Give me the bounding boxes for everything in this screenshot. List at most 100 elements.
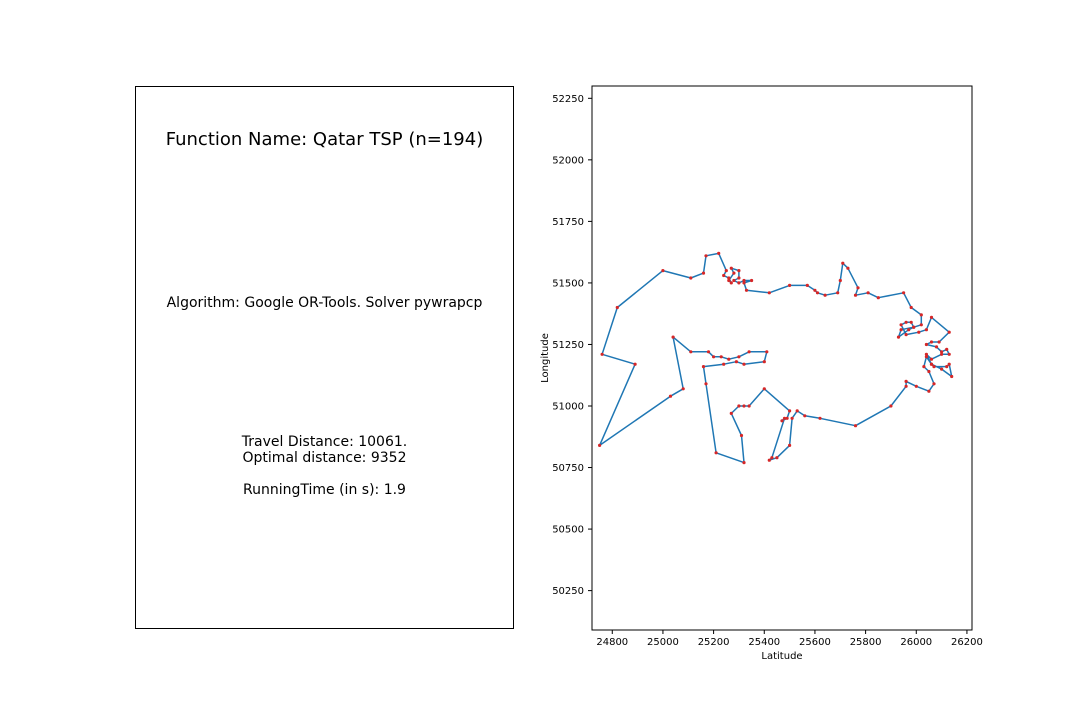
city-point bbox=[671, 335, 675, 339]
x-tick-label: 24800 bbox=[596, 637, 628, 648]
city-point bbox=[907, 328, 911, 332]
city-point bbox=[788, 409, 792, 413]
x-axis-label: Latitude bbox=[761, 651, 802, 662]
city-point bbox=[729, 281, 733, 285]
city-point bbox=[775, 456, 779, 460]
y-tick-label: 50250 bbox=[552, 586, 584, 597]
function-name-title: Function Name: Qatar TSP (n=194) bbox=[165, 129, 484, 150]
city-point bbox=[747, 404, 751, 408]
city-point bbox=[876, 296, 880, 300]
city-point bbox=[767, 291, 771, 295]
city-point bbox=[681, 387, 685, 391]
city-point bbox=[734, 360, 739, 364]
city-point bbox=[706, 350, 711, 354]
city-point bbox=[919, 323, 923, 327]
city-point bbox=[909, 305, 913, 310]
city-point bbox=[737, 269, 741, 273]
city-point bbox=[714, 451, 718, 455]
city-point bbox=[633, 362, 637, 366]
city-point bbox=[790, 416, 794, 420]
city-point bbox=[770, 456, 774, 460]
city-point bbox=[889, 404, 893, 408]
city-point bbox=[668, 394, 673, 398]
city-point bbox=[904, 379, 908, 383]
y-axis-label: Longitude bbox=[540, 333, 551, 383]
algorithm-label: Algorithm: Google OR-Tools. Solver pywra… bbox=[166, 295, 483, 311]
city-point bbox=[924, 328, 929, 332]
city-point bbox=[742, 281, 746, 285]
city-point bbox=[929, 340, 934, 344]
x-tick-label: 25600 bbox=[799, 637, 831, 648]
city-point bbox=[704, 382, 708, 386]
y-tick-label: 52250 bbox=[552, 94, 584, 105]
city-point bbox=[722, 273, 726, 278]
city-point bbox=[729, 411, 733, 415]
y-tick-label: 51750 bbox=[552, 217, 584, 228]
y-tick-label: 52000 bbox=[552, 155, 584, 166]
city-point bbox=[737, 404, 741, 408]
city-point bbox=[742, 461, 746, 465]
city-point bbox=[924, 352, 929, 356]
travel-distance-label: Travel Distance: 10061. bbox=[241, 434, 408, 450]
city-point bbox=[788, 443, 792, 447]
city-point bbox=[732, 278, 736, 283]
city-point bbox=[927, 389, 931, 393]
city-point bbox=[815, 291, 820, 295]
y-tick-label: 51250 bbox=[552, 340, 584, 351]
x-tick-label: 25000 bbox=[647, 637, 679, 648]
city-point bbox=[947, 352, 951, 356]
city-point bbox=[940, 350, 944, 354]
city-point bbox=[737, 281, 741, 285]
city-point bbox=[744, 288, 749, 292]
city-point bbox=[937, 340, 941, 344]
city-point bbox=[750, 278, 754, 283]
city-point bbox=[818, 416, 822, 420]
city-point bbox=[598, 443, 602, 447]
city-point bbox=[739, 433, 744, 438]
city-point bbox=[853, 424, 858, 428]
city-point bbox=[785, 416, 789, 420]
city-point bbox=[737, 355, 741, 359]
city-point bbox=[689, 350, 693, 354]
optimal-distance-label: Optimal distance: 9352 bbox=[242, 450, 407, 466]
city-point bbox=[912, 325, 916, 329]
info-panel: Function Name: Qatar TSP (n=194) Algorit… bbox=[135, 86, 514, 629]
city-point bbox=[899, 323, 903, 327]
city-point bbox=[704, 254, 708, 258]
city-point bbox=[947, 362, 951, 366]
city-point bbox=[896, 335, 901, 339]
city-point bbox=[947, 330, 951, 334]
city-point bbox=[717, 251, 721, 255]
city-point bbox=[727, 276, 731, 280]
city-point bbox=[904, 384, 908, 388]
city-point bbox=[615, 305, 619, 310]
city-point bbox=[737, 276, 741, 280]
city-point bbox=[929, 357, 934, 361]
y-tick-label: 51000 bbox=[552, 402, 584, 413]
city-point bbox=[788, 283, 792, 287]
city-point bbox=[929, 362, 934, 366]
city-point bbox=[945, 347, 949, 351]
city-point bbox=[927, 369, 931, 374]
city-point bbox=[742, 278, 746, 283]
x-tick-label: 25400 bbox=[748, 637, 780, 648]
city-point bbox=[934, 345, 939, 349]
x-tick-label: 26200 bbox=[951, 637, 983, 648]
city-point bbox=[701, 271, 706, 275]
city-point bbox=[805, 283, 809, 287]
city-point bbox=[762, 360, 766, 364]
city-point bbox=[747, 350, 751, 354]
y-tick-label: 50500 bbox=[552, 525, 584, 536]
city-point bbox=[932, 365, 936, 369]
city-point bbox=[841, 261, 845, 265]
city-point bbox=[902, 291, 906, 295]
city-point bbox=[803, 414, 807, 418]
city-point bbox=[846, 266, 850, 270]
city-point bbox=[932, 382, 936, 386]
city-point bbox=[742, 362, 746, 366]
x-tick-label: 25800 bbox=[850, 637, 882, 648]
city-point bbox=[838, 278, 842, 283]
city-point bbox=[866, 291, 870, 295]
city-point bbox=[904, 320, 908, 324]
